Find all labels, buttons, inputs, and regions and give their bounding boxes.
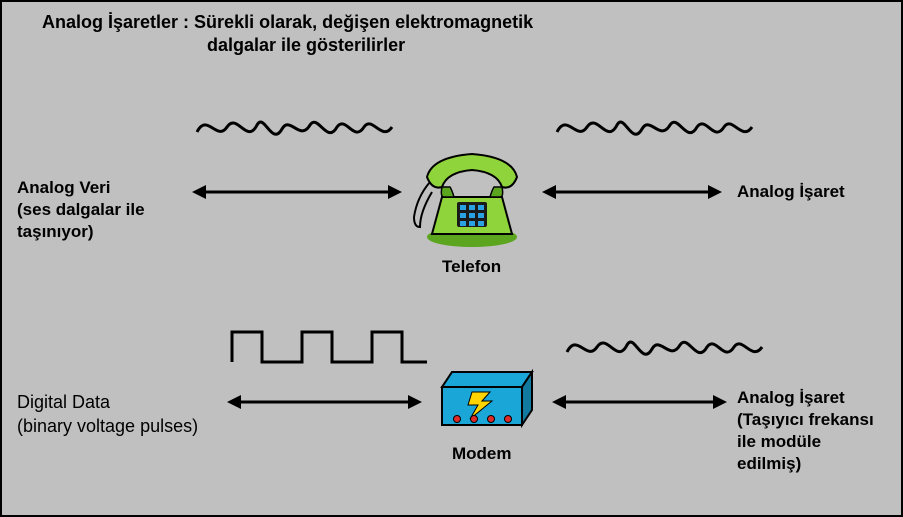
phone-left-l2: (ses dalgalar ile [17, 199, 145, 221]
modem-left-label: Digital Data (binary voltage pulses) [17, 390, 198, 438]
analog-wave-right-icon [552, 107, 762, 152]
modem-device-label: Modem [452, 444, 512, 464]
double-arrow-right-modem-icon [552, 390, 727, 414]
digital-wave-icon [227, 322, 432, 372]
modem-right-l2: (Taşıyıcı frekansı [737, 409, 874, 431]
modem-left-l1: Digital Data [17, 390, 198, 414]
phone-left-label: Analog Veri (ses dalgalar ile taşınıyor) [17, 177, 145, 243]
phone-left-l1: Analog Veri [17, 177, 145, 199]
modem-right-l3: ile modüle [737, 431, 874, 453]
phone-right-label: Analog İşaret [737, 182, 845, 202]
phone-device-label: Telefon [442, 257, 501, 277]
modem-right-label: Analog İşaret (Taşıyıcı frekansı ile mod… [737, 387, 874, 475]
telephone-icon [412, 142, 532, 252]
phone-left-l3: taşınıyor) [17, 221, 145, 243]
header-prefix: Analog İşaretler : [42, 12, 194, 32]
double-arrow-left-phone-icon [192, 180, 402, 204]
modem-right-l4: edilmiş) [737, 453, 874, 475]
analog-wave-modem-icon [562, 327, 772, 372]
modem-left-l2: (binary voltage pulses) [17, 414, 198, 438]
modem-icon [432, 367, 542, 437]
header-line2: dalgalar ile gösterilirler [207, 35, 405, 56]
double-arrow-left-modem-icon [227, 390, 422, 414]
double-arrow-right-phone-icon [542, 180, 722, 204]
header-rest: Sürekli olarak, değişen elektromagnetik [194, 12, 533, 32]
analog-wave-left-icon [192, 107, 402, 152]
modem-right-l1: Analog İşaret [737, 387, 874, 409]
header-line1: Analog İşaretler : Sürekli olarak, değiş… [42, 12, 533, 33]
